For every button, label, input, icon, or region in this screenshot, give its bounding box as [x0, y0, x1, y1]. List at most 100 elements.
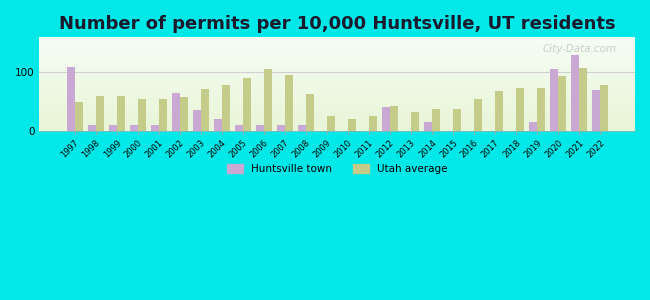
Bar [40, 103, 635, 104]
Bar [40, 42, 635, 43]
Bar [40, 44, 635, 45]
Bar [264, 70, 272, 131]
Bar [40, 61, 635, 62]
Bar [40, 56, 635, 57]
Bar [298, 125, 305, 131]
Bar [40, 48, 635, 49]
Bar [40, 119, 635, 120]
Bar [40, 108, 635, 109]
Bar [172, 93, 179, 131]
Bar [424, 122, 432, 131]
Bar [235, 125, 242, 131]
Bar [382, 107, 390, 131]
Legend: Huntsville town, Utah average: Huntsville town, Utah average [223, 159, 452, 178]
Bar [40, 59, 635, 60]
Bar [495, 91, 503, 131]
Bar [40, 86, 635, 87]
Bar [222, 85, 229, 131]
Bar [40, 99, 635, 100]
Bar [66, 67, 75, 131]
Bar [40, 112, 635, 113]
Bar [40, 66, 635, 67]
Bar [40, 89, 635, 90]
Bar [40, 50, 635, 51]
Bar [40, 82, 635, 83]
Bar [40, 111, 635, 112]
Bar [516, 88, 524, 131]
Bar [138, 99, 146, 131]
Text: City-Data.com: City-Data.com [543, 44, 617, 54]
Bar [40, 96, 635, 97]
Bar [40, 73, 635, 74]
Bar [40, 81, 635, 82]
Bar [474, 99, 482, 131]
Bar [40, 45, 635, 46]
Bar [40, 72, 635, 73]
Bar [40, 71, 635, 72]
Bar [40, 129, 635, 130]
Bar [40, 130, 635, 131]
Bar [40, 93, 635, 94]
Bar [40, 40, 635, 41]
Bar [600, 85, 608, 131]
Bar [75, 102, 83, 131]
Bar [40, 127, 635, 128]
Bar [40, 94, 635, 95]
Bar [390, 106, 398, 131]
Bar [40, 114, 635, 115]
Bar [40, 105, 635, 106]
Title: Number of permits per 10,000 Huntsville, UT residents: Number of permits per 10,000 Huntsville,… [59, 15, 616, 33]
Bar [40, 60, 635, 61]
Bar [40, 49, 635, 50]
Bar [40, 39, 635, 40]
Bar [411, 112, 419, 131]
Bar [129, 125, 138, 131]
Bar [40, 121, 635, 122]
Bar [159, 99, 166, 131]
Bar [40, 84, 635, 85]
Bar [40, 47, 635, 48]
Bar [40, 102, 635, 103]
Bar [327, 116, 335, 131]
Bar [40, 122, 635, 123]
Bar [40, 64, 635, 65]
Bar [40, 62, 635, 63]
Bar [116, 96, 125, 131]
Bar [40, 117, 635, 118]
Bar [550, 70, 558, 131]
Bar [40, 63, 635, 64]
Bar [592, 90, 600, 131]
Bar [40, 80, 635, 81]
Bar [96, 96, 103, 131]
Bar [40, 54, 635, 55]
Bar [537, 88, 545, 131]
Bar [40, 57, 635, 58]
Bar [40, 128, 635, 129]
Bar [214, 119, 222, 131]
Bar [40, 100, 635, 101]
Bar [179, 97, 188, 131]
Bar [40, 67, 635, 68]
Bar [40, 107, 635, 108]
Bar [40, 101, 635, 102]
Bar [40, 37, 635, 38]
Bar [40, 65, 635, 66]
Bar [40, 75, 635, 76]
Bar [201, 89, 209, 131]
Bar [109, 125, 116, 131]
Bar [40, 110, 635, 111]
Bar [40, 124, 635, 125]
Bar [151, 125, 159, 131]
Bar [571, 55, 579, 131]
Bar [40, 98, 635, 99]
Bar [242, 78, 251, 131]
Bar [277, 125, 285, 131]
Bar [40, 68, 635, 69]
Bar [40, 95, 635, 96]
Bar [40, 77, 635, 78]
Bar [40, 83, 635, 84]
Bar [40, 74, 635, 75]
Bar [40, 58, 635, 59]
Bar [40, 126, 635, 127]
Bar [40, 91, 635, 92]
